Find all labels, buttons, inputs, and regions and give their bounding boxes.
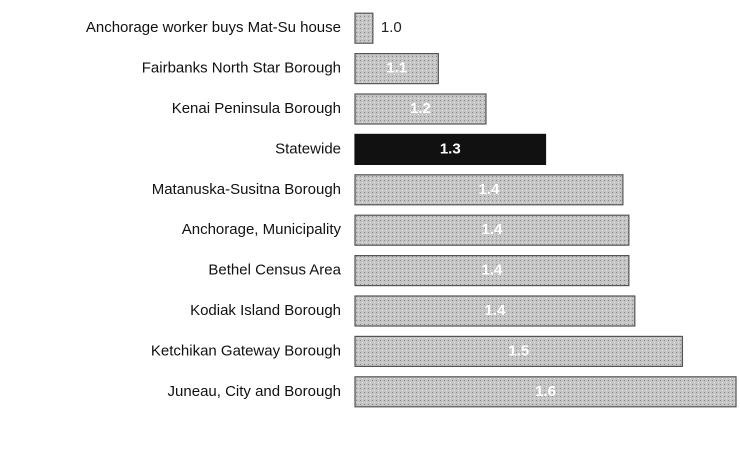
category-label: Bethel Census Area	[208, 262, 341, 279]
value-label: 1.4	[482, 262, 504, 279]
bar	[354, 174, 624, 206]
category-label: Kodiak Island Borough	[190, 302, 341, 319]
category-label: Anchorage, Municipality	[182, 221, 342, 238]
bar	[354, 295, 636, 327]
category-label: Anchorage worker buys Mat-Su house	[86, 19, 341, 36]
value-label: 1.6	[535, 383, 556, 400]
category-label: Fairbanks North Star Borough	[142, 60, 341, 77]
value-label: 1.4	[482, 221, 504, 238]
bar	[354, 52, 439, 85]
bar	[354, 12, 374, 44]
category-label: Ketchikan Gateway Borough	[151, 342, 341, 359]
category-label: Statewide	[275, 140, 341, 157]
value-label: 1.1	[386, 60, 407, 77]
bar	[354, 133, 547, 165]
category-label: Juneau, City and Borough	[168, 383, 341, 400]
value-label: 1.5	[508, 342, 529, 359]
bar	[354, 214, 630, 246]
bar	[354, 93, 487, 125]
category-label: Matanuska-Susitna Borough	[152, 181, 341, 198]
category-label: Kenai Peninsula Borough	[172, 100, 341, 117]
value-label: 1.4	[484, 302, 506, 319]
bar	[354, 376, 737, 408]
value-label: 1.3	[440, 140, 461, 157]
bar	[354, 335, 684, 367]
value-label: 1.2	[410, 100, 431, 117]
value-label: 1.0	[381, 19, 402, 36]
bar	[354, 255, 630, 287]
value-label: 1.4	[479, 181, 501, 198]
